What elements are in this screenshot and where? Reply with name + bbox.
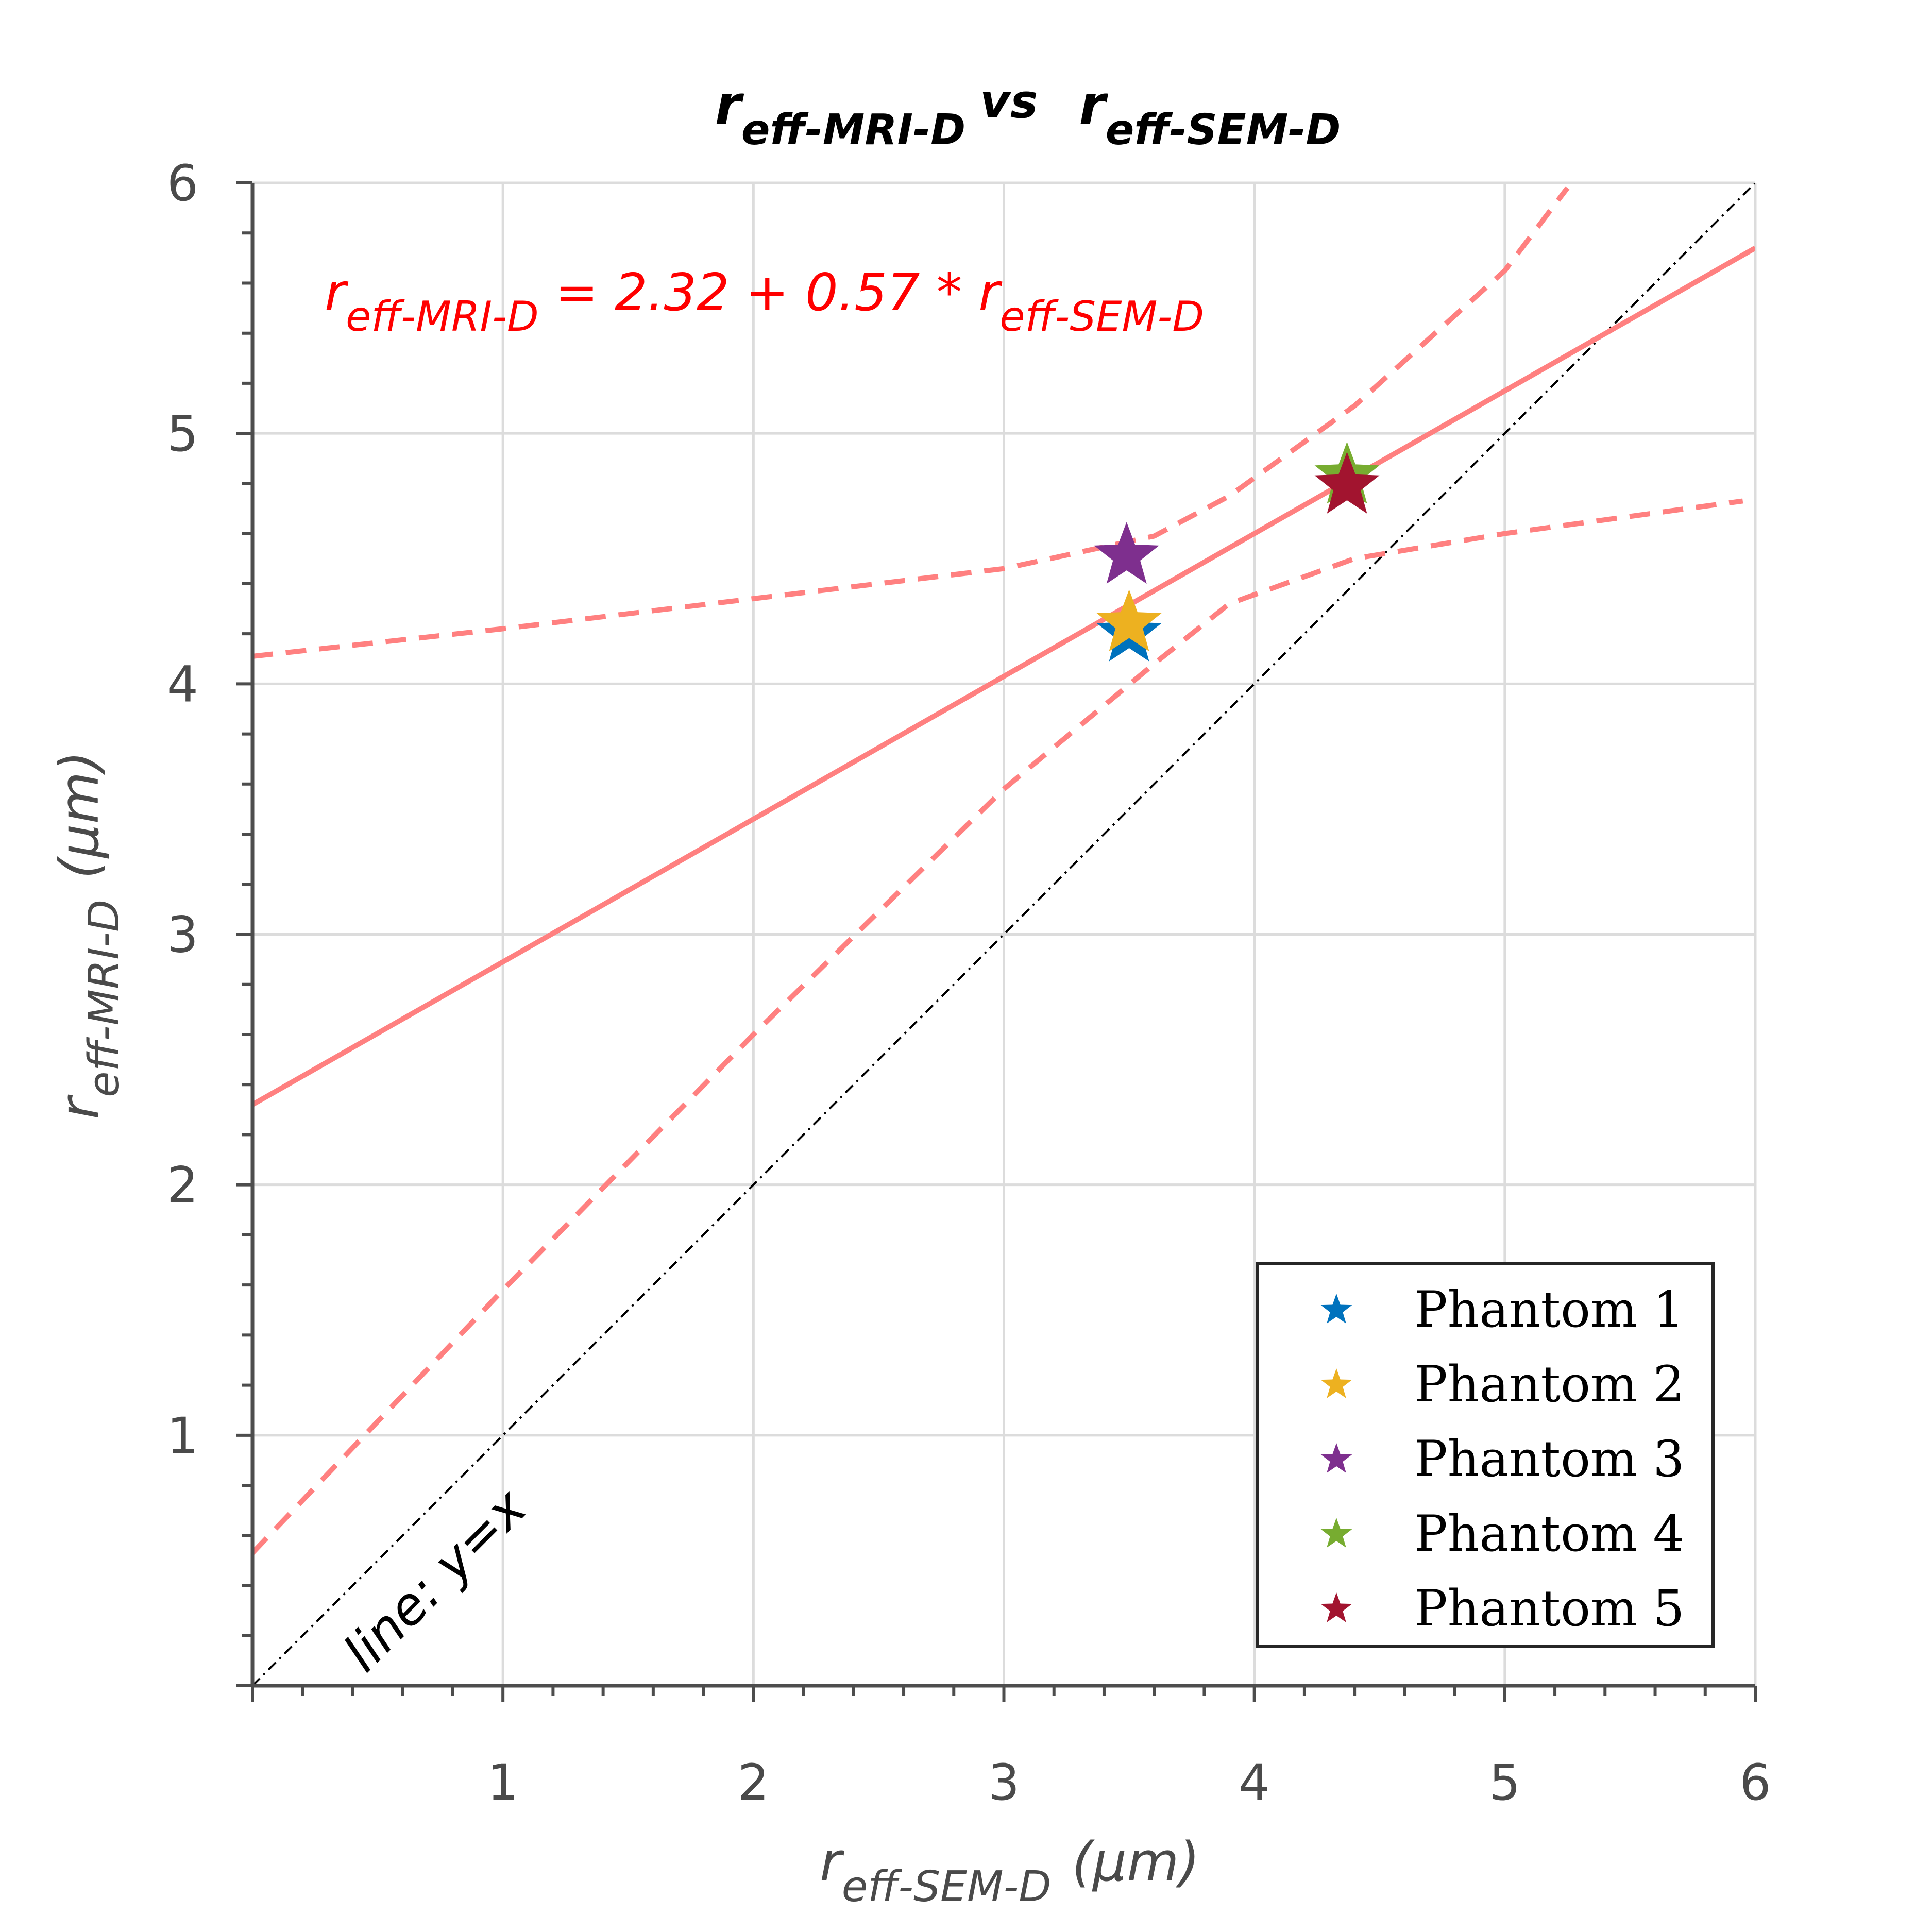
plot-area — [252, 183, 1755, 1686]
legend-marker-star — [1320, 1294, 1352, 1324]
x-tick-label: 1 — [487, 1754, 519, 1811]
reference-line-label: line: y=x — [332, 1477, 538, 1683]
x-tick-label: 5 — [1489, 1754, 1520, 1811]
data-point-star — [1094, 522, 1159, 584]
legend-label: Phantom 3 — [1414, 1430, 1684, 1488]
reference-line — [252, 183, 1755, 1686]
legend-marker-star — [1320, 1368, 1352, 1398]
y-axis-label: reff-MRI-D(μm) — [48, 751, 129, 1119]
x-tick-label: 3 — [988, 1754, 1020, 1811]
chart-title: reff-MRI-Dvs reff-SEM-D — [715, 74, 1341, 155]
y-tick-label: 3 — [167, 906, 198, 964]
legend-label: Phantom 2 — [1414, 1355, 1684, 1413]
legend-label: Phantom 4 — [1414, 1505, 1684, 1563]
grid-lines — [252, 181, 1757, 1686]
x-tick-label: 2 — [738, 1754, 769, 1811]
x-tick-label: 4 — [1239, 1754, 1270, 1811]
legend-marker-star — [1320, 1518, 1352, 1548]
x-axis-label: reff-SEM-D (μm) — [820, 1831, 1200, 1911]
legend-marker-star — [1320, 1443, 1352, 1473]
x-tick-label: 6 — [1739, 1754, 1771, 1811]
y-tick-label: 1 — [167, 1407, 198, 1465]
confidence-upper — [252, 186, 1570, 659]
fit-line — [252, 246, 1755, 1107]
legend: Phantom 1 Phantom 2 Phantom 3 Phantom 4 Phan… — [1256, 1262, 1715, 1648]
axes: 1 2 3 4 5 6 1 2 3 4 5 6 — [167, 155, 1771, 1811]
y-tick-label: 4 — [167, 655, 198, 713]
legend-label: Phantom 5 — [1414, 1580, 1684, 1637]
y-tick-label: 2 — [167, 1157, 198, 1214]
data-point-star — [1314, 452, 1380, 514]
y-tick-label: 6 — [167, 155, 198, 212]
data-point-star — [1096, 589, 1162, 652]
fit-equation: reff-MRI-D = 2.32 + 0.57 * reff-SEM-D — [325, 262, 1204, 341]
y-tick-label: 5 — [167, 405, 198, 463]
legend-label: Phantom 1 — [1414, 1281, 1684, 1338]
legend-marker-star — [1320, 1592, 1352, 1622]
confidence-lower — [252, 498, 1743, 1555]
